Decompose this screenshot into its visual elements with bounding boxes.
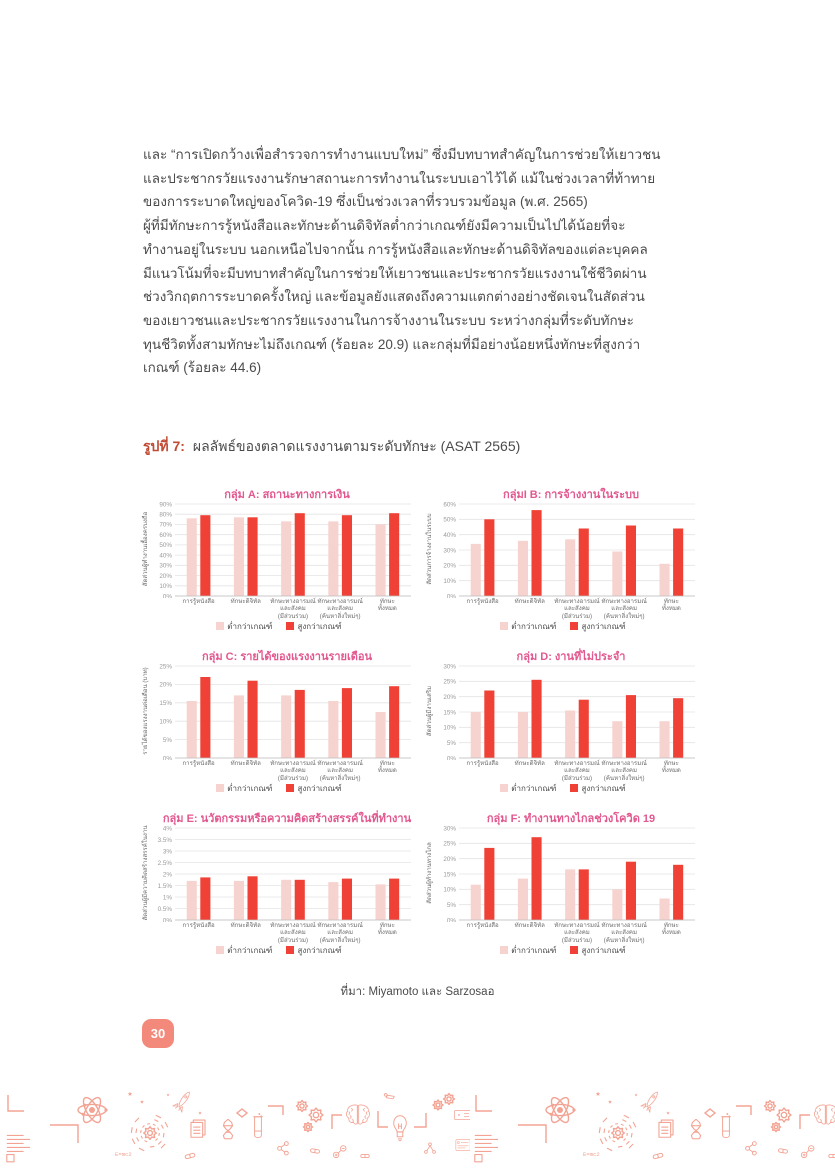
- svg-text:10%: 10%: [443, 578, 456, 585]
- svg-text:5%: 5%: [447, 740, 457, 747]
- svg-text:2%: 2%: [163, 871, 173, 878]
- svg-text:20%: 20%: [443, 563, 456, 570]
- svg-text:90%: 90%: [159, 501, 172, 508]
- svg-text:25%: 25%: [443, 841, 456, 848]
- svg-text:0%: 0%: [447, 593, 457, 598]
- svg-text:25%: 25%: [443, 679, 456, 686]
- svg-text:60%: 60%: [159, 532, 172, 539]
- svg-text:4%: 4%: [163, 825, 173, 832]
- svg-text:2.5%: 2.5%: [158, 860, 173, 867]
- svg-text:0%: 0%: [163, 755, 173, 760]
- svg-text:E=mc2: E=mc2: [583, 1151, 600, 1158]
- svg-text:40%: 40%: [159, 552, 172, 559]
- svg-text:10%: 10%: [159, 583, 172, 590]
- svg-text:20%: 20%: [443, 694, 456, 701]
- svg-text:10%: 10%: [443, 725, 456, 732]
- svg-text:1%: 1%: [163, 894, 173, 901]
- svg-text:1.5%: 1.5%: [158, 883, 173, 890]
- svg-text:3.5%: 3.5%: [158, 837, 173, 844]
- svg-text:0%: 0%: [447, 917, 457, 922]
- svg-text:30%: 30%: [443, 825, 456, 832]
- svg-text:70%: 70%: [159, 522, 172, 529]
- svg-text:0%: 0%: [163, 593, 173, 598]
- svg-text:20%: 20%: [443, 856, 456, 863]
- svg-text:E=mc2: E=mc2: [115, 1151, 132, 1158]
- svg-text:15%: 15%: [159, 700, 172, 707]
- svg-text:30%: 30%: [159, 563, 172, 570]
- svg-text:80%: 80%: [159, 512, 172, 519]
- svg-text:40%: 40%: [443, 532, 456, 539]
- svg-text:0.5%: 0.5%: [158, 906, 173, 913]
- svg-text:30%: 30%: [443, 663, 456, 670]
- svg-text:25%: 25%: [159, 663, 172, 670]
- svg-text:0%: 0%: [163, 917, 173, 922]
- svg-text:10%: 10%: [443, 887, 456, 894]
- svg-text:3%: 3%: [163, 848, 173, 855]
- svg-text:0%: 0%: [447, 755, 457, 760]
- svg-text:30%: 30%: [443, 547, 456, 554]
- svg-text:50%: 50%: [159, 542, 172, 549]
- svg-text:15%: 15%: [443, 709, 456, 716]
- svg-text:10%: 10%: [159, 719, 172, 726]
- svg-text:20%: 20%: [159, 573, 172, 580]
- svg-text:5%: 5%: [163, 737, 173, 744]
- svg-text:20%: 20%: [159, 682, 172, 689]
- svg-text:15%: 15%: [443, 871, 456, 878]
- svg-text:5%: 5%: [447, 902, 457, 909]
- svg-text:50%: 50%: [443, 517, 456, 524]
- svg-text:60%: 60%: [443, 501, 456, 508]
